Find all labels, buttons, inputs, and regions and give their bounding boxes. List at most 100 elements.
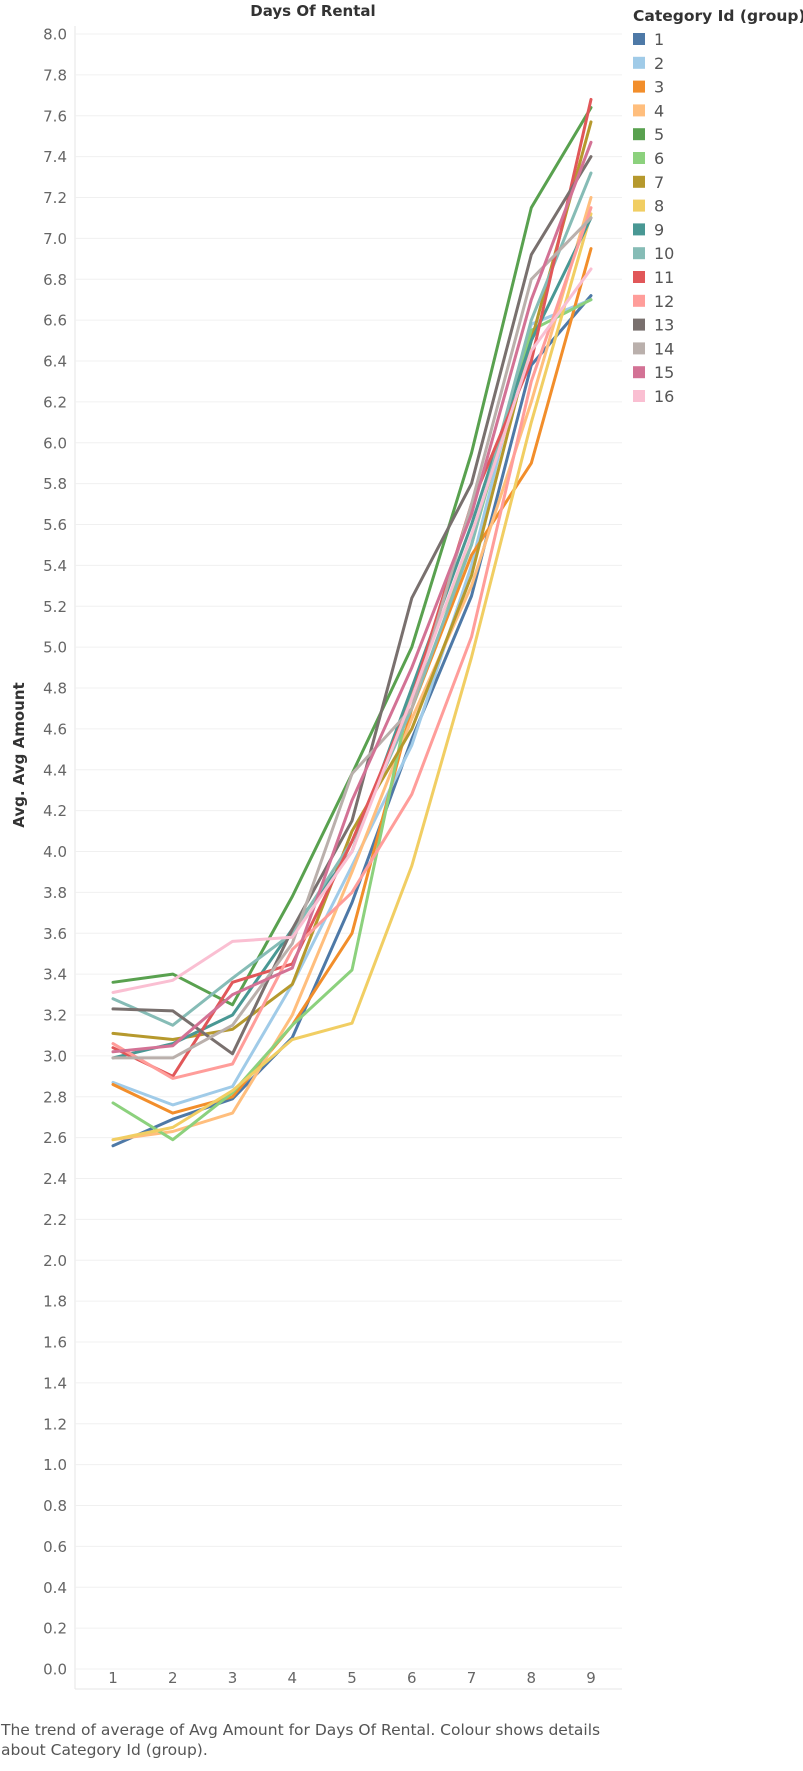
legend-item-5[interactable]: 5 [633, 125, 664, 144]
x-tick-label: 5 [347, 1669, 357, 1687]
y-tick-label: 6.2 [43, 393, 67, 411]
legend-label: 2 [654, 54, 664, 73]
legend-label: 5 [654, 125, 664, 144]
series-line-16 [111, 267, 593, 994]
series-line-1 [111, 294, 593, 1148]
x-tick-labels: 1 2 3 4 5 6 7 8 9 [108, 1669, 596, 1687]
legend-swatch [633, 33, 645, 45]
legend-item-6[interactable]: 6 [633, 149, 664, 168]
x-tick-label: 2 [168, 1669, 178, 1687]
y-tick-labels: 0.0 0.2 0.4 0.6 0.8 1.0 1.2 1.4 1.6 1.8 2.0 2.2 2.4 2… [43, 26, 67, 1679]
legend-swatch [633, 128, 645, 141]
x-tick-label: 3 [228, 1669, 238, 1687]
gridlines [74, 26, 622, 1690]
series-line-13 [111, 155, 593, 1056]
legend-item-16[interactable]: 16 [633, 387, 674, 406]
chart-caption: The trend of average of Avg Amount for D… [1, 1721, 601, 1759]
y-tick-label: 3.8 [43, 884, 67, 902]
legend-label: 4 [654, 101, 664, 120]
legend-item-14[interactable]: 14 [633, 339, 674, 358]
legend-label: 15 [654, 363, 674, 382]
y-tick-label: 4.0 [43, 843, 67, 861]
legend-label: 7 [654, 173, 664, 192]
legend-item-11[interactable]: 11 [633, 268, 674, 287]
series-line-7 [111, 120, 593, 1041]
x-tick-label: 9 [586, 1669, 596, 1687]
y-tick-label: 5.4 [43, 557, 67, 575]
y-tick-label: 2.0 [43, 1252, 67, 1270]
legend-item-8[interactable]: 8 [633, 197, 664, 216]
series-lines [111, 97, 593, 1148]
series-line-2 [111, 298, 593, 1107]
y-tick-label: 5.2 [43, 598, 67, 616]
legend-label: 9 [654, 220, 664, 239]
y-tick-label: 6.4 [43, 353, 67, 371]
y-tick-label: 0.2 [43, 1620, 67, 1638]
y-tick-label: 7.4 [43, 148, 67, 166]
series-line-6 [111, 298, 593, 1142]
legend-item-2[interactable]: 2 [633, 54, 664, 73]
y-axis-title: Avg. Avg Amount [10, 682, 28, 827]
y-tick-label: 1.6 [43, 1334, 67, 1352]
legend-swatch [633, 223, 645, 236]
y-tick-label: 3.4 [43, 966, 67, 984]
legend-item-10[interactable]: 10 [633, 244, 674, 263]
y-tick-label: 3.6 [43, 925, 67, 943]
y-tick-label: 6.8 [43, 271, 67, 289]
y-tick-label: 4.6 [43, 720, 67, 738]
legend-swatch [633, 366, 645, 379]
series-line-15 [111, 140, 593, 1054]
legend-item-4[interactable]: 4 [633, 101, 664, 120]
y-tick-label: 7.8 [43, 66, 67, 84]
series-line-14 [111, 216, 593, 1060]
y-tick-label: 6.6 [43, 312, 67, 330]
y-tick-label: 5.8 [43, 475, 67, 493]
y-tick-label: 4.2 [43, 802, 67, 820]
y-tick-label: 2.6 [43, 1129, 67, 1147]
x-tick-label: 6 [407, 1669, 417, 1687]
series-line-3 [111, 247, 593, 1115]
x-axis-title: Days Of Rental [250, 2, 375, 20]
x-tick-label: 4 [287, 1669, 297, 1687]
y-tick-label: 7.2 [43, 189, 67, 207]
y-tick-label: 3.0 [43, 1047, 67, 1065]
legend-swatch [633, 175, 645, 188]
legend-swatch [633, 342, 645, 355]
y-tick-label: 6.0 [43, 434, 67, 452]
legend-label: 6 [654, 149, 664, 168]
x-tick-label: 7 [467, 1669, 477, 1687]
y-tick-label: 1.0 [43, 1456, 67, 1474]
legend-label: 8 [654, 197, 664, 216]
legend-swatch [633, 199, 645, 212]
legend-item-13[interactable]: 13 [633, 316, 674, 335]
y-tick-label: 0.8 [43, 1497, 67, 1515]
y-tick-label: 1.2 [43, 1415, 67, 1433]
series-line-8 [111, 212, 593, 1142]
legend-item-1[interactable]: 1 [633, 30, 664, 49]
y-tick-label: 1.4 [43, 1374, 67, 1392]
y-tick-label: 7.6 [43, 107, 67, 125]
legend-swatch [633, 318, 645, 331]
legend-label: 16 [654, 387, 674, 406]
legend-label: 1 [654, 30, 664, 49]
legend-item-12[interactable]: 12 [633, 292, 674, 311]
legend-item-3[interactable]: 3 [633, 78, 664, 97]
legend-item-15[interactable]: 15 [633, 363, 674, 382]
legend-item-9[interactable]: 9 [633, 220, 664, 239]
legend-label: 13 [654, 316, 674, 335]
legend-label: 14 [654, 339, 674, 358]
y-tick-label: 0.0 [43, 1661, 67, 1679]
legend-swatch [633, 152, 645, 164]
legend-swatch [633, 80, 645, 93]
legend-item-7[interactable]: 7 [633, 173, 664, 192]
legend-label: 3 [654, 78, 664, 97]
legend-swatch [633, 104, 645, 117]
series-line-12 [111, 206, 593, 1080]
y-tick-label: 5.0 [43, 639, 67, 657]
legend-swatch [633, 271, 645, 283]
y-tick-label: 2.8 [43, 1088, 67, 1106]
legend-label: 11 [654, 268, 674, 287]
x-tick-label: 8 [526, 1669, 536, 1687]
